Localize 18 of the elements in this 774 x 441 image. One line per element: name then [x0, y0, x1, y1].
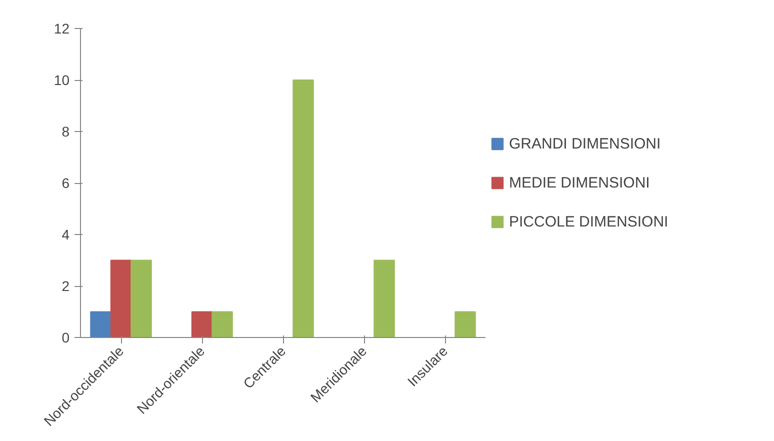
bar — [90, 311, 112, 338]
y-tick-label: 12 — [54, 20, 70, 36]
legend-label: MEDIE DIMENSIONI — [509, 174, 650, 191]
bar — [110, 260, 132, 338]
y-tick-label: 2 — [62, 278, 70, 294]
y-tick-label: 0 — [62, 330, 70, 346]
y-tick-label: 4 — [62, 226, 70, 242]
legend-label: GRANDI DIMENSIONI — [509, 135, 661, 152]
legend-label: PICCOLE DIMENSIONI — [509, 213, 668, 230]
y-tick-label: 6 — [62, 175, 70, 191]
y-tick-label: 8 — [62, 124, 70, 140]
bar — [292, 80, 314, 338]
bar — [191, 311, 213, 338]
bar — [212, 311, 233, 338]
bar — [130, 260, 152, 338]
bar — [374, 260, 395, 338]
bar — [454, 311, 476, 338]
y-tick-label: 10 — [54, 72, 70, 88]
